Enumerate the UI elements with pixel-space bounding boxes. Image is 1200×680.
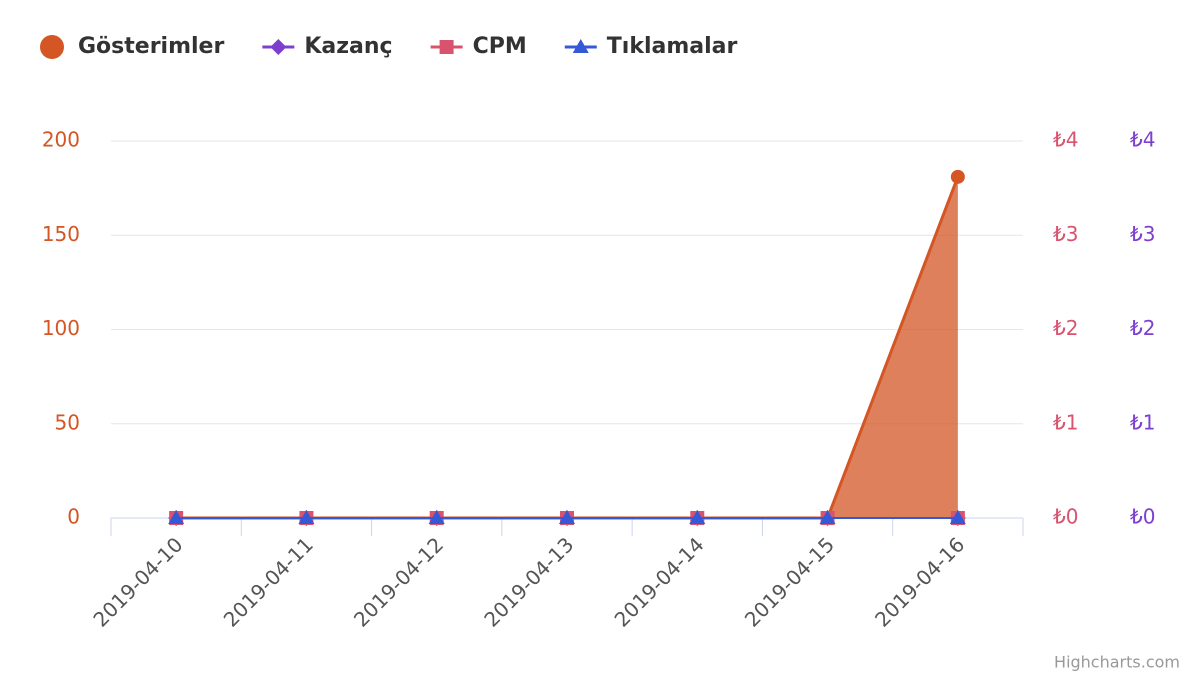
legend-label: Tıklamalar <box>607 34 738 59</box>
legend-symbol <box>439 40 454 54</box>
legend-symbol <box>270 39 287 55</box>
y-tick-label: 150 <box>42 222 80 246</box>
point-marker <box>949 510 966 524</box>
legend-item[interactable]: Kazanç <box>262 34 393 59</box>
y3-tick-label: ₺1 <box>1130 410 1155 434</box>
point-marker <box>819 510 836 524</box>
y3-tick-label: ₺2 <box>1130 316 1155 340</box>
x-tick-label: 2019-04-13 <box>479 532 578 631</box>
point-marker <box>298 510 315 524</box>
legend-item[interactable]: CPM <box>430 34 527 59</box>
y2-tick-label: ₺0 <box>1053 505 1078 529</box>
legend-label: Gösterimler <box>78 34 224 59</box>
legend-label: Kazanç <box>304 34 392 59</box>
y-tick-label: 200 <box>42 128 80 152</box>
credits[interactable]: Highcharts.com <box>1054 653 1180 672</box>
legend-symbol <box>572 39 589 53</box>
area <box>176 176 958 518</box>
x-tick-label: 2019-04-10 <box>88 532 187 631</box>
x-tick-label: 2019-04-12 <box>349 532 448 631</box>
y3-tick-label: ₺4 <box>1130 128 1155 152</box>
legend-item[interactable]: Gösterimler <box>40 34 224 59</box>
point-marker <box>559 510 575 524</box>
x-tick-label: 2019-04-14 <box>610 532 709 631</box>
y3-tick-label: ₺0 <box>1130 505 1155 529</box>
y2-tick-label: ₺1 <box>1053 410 1078 434</box>
point-marker <box>689 510 706 524</box>
y2-tick-label: ₺3 <box>1053 222 1078 246</box>
x-tick-label: 2019-04-11 <box>219 532 318 631</box>
legend-label: CPM <box>473 34 527 59</box>
y-tick-label: 0 <box>67 505 80 529</box>
point-marker <box>168 510 185 524</box>
point-marker <box>428 510 445 524</box>
y2-tick-label: ₺4 <box>1053 128 1078 152</box>
x-tick-label: 2019-04-15 <box>740 532 839 631</box>
legend-item[interactable]: Tıklamalar <box>564 34 738 59</box>
legend-symbol <box>40 35 64 59</box>
y2-tick-label: ₺2 <box>1053 316 1078 340</box>
y3-tick-label: ₺3 <box>1130 222 1155 246</box>
x-tick-label: 2019-04-16 <box>870 532 969 631</box>
y-tick-label: 100 <box>42 316 80 340</box>
y-tick-label: 50 <box>55 410 80 434</box>
point-marker <box>950 169 965 184</box>
series-line <box>176 176 960 520</box>
